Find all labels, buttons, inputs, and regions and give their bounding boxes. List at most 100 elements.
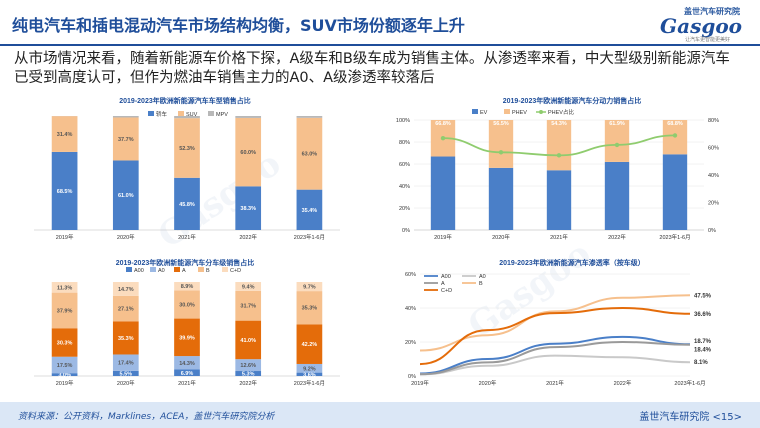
chart-title: 2019-2023年欧洲新能源汽车渗透率（按车级） — [499, 258, 644, 267]
legend-label: A0 — [158, 268, 165, 274]
bar-segment — [51, 151, 78, 230]
data-label: 56.5% — [493, 121, 509, 127]
end-label: 18.4% — [694, 348, 712, 354]
legend-label: C+D — [230, 268, 241, 274]
legend-label: B — [479, 281, 483, 287]
org-name: 盖世汽车研究院 — [639, 412, 710, 423]
legend-swatch — [174, 267, 180, 272]
x-tick-label: 2022年 — [239, 379, 257, 387]
footer-org: 盖世汽车研究院 <15> — [639, 408, 742, 423]
chart-body-type-share: 2019-2023年欧洲新能源汽车车型销售占比 轿车 SUV MPV 68.5% 31.4… — [20, 94, 350, 244]
data-label: 14.3% — [179, 361, 195, 367]
data-label: 39.9% — [179, 335, 195, 341]
legend-label: A00 — [441, 274, 451, 280]
series-line — [419, 335, 691, 375]
series-line — [419, 340, 691, 376]
line-point — [672, 133, 678, 138]
data-label: 60.0% — [240, 150, 256, 156]
y-tick-label: 20% — [405, 340, 416, 346]
bar-segment — [112, 116, 139, 118]
intro-text: 从市场情况来看，随着新能源车价格下探，A级车和B级车成为销售主体。从渗透率来看，… — [14, 51, 730, 86]
data-label: 9.7% — [303, 285, 316, 291]
y-tick-label: 0% — [408, 374, 416, 380]
page-title: 纯电汽车和插电混动汽车市场结构均衡，SUV市场份额逐年上升 — [12, 16, 465, 35]
bar-segment — [112, 282, 139, 296]
end-label: 8.1% — [694, 360, 708, 366]
legend-label: 轿车 — [156, 110, 168, 118]
bar-segment — [235, 371, 262, 376]
series-line — [419, 354, 691, 376]
logo-tag: 让汽车更智能更美好 — [684, 37, 730, 43]
line-point — [556, 153, 562, 158]
x-tick-label: 2022年 — [614, 379, 632, 387]
bar-segment — [604, 161, 630, 230]
header-divider — [0, 44, 760, 46]
bar-segment — [235, 320, 262, 360]
x-tick-label: 2020年 — [117, 233, 135, 241]
x-tick-label: 2019年 — [56, 233, 74, 241]
bar-segment — [112, 321, 139, 355]
bar-segment — [51, 328, 78, 357]
y-tick-label: 100% — [396, 118, 410, 124]
legend-swatch — [148, 111, 154, 116]
data-label: 17.4% — [118, 361, 134, 367]
chart-svg: 2019-2023年欧洲新能源汽车渗透率（按车级） 0% 20% 40% 60% 2019… — [405, 258, 712, 387]
legend-label: A — [182, 268, 186, 274]
bar-segment — [112, 117, 139, 161]
logo-en: Gasgoo — [660, 14, 742, 38]
legend-label: B — [206, 268, 210, 274]
y2-tick-label: 20% — [708, 201, 719, 207]
chart-powertrain-share: 2019-2023年欧洲新能源汽车分动力销售占比 EV PHEV PHEV占比 0% 20… — [392, 94, 752, 244]
bar-segment — [174, 369, 200, 376]
y2-tick-label: 0% — [708, 228, 716, 234]
chart-segment-share: 2019-2023年欧洲新能源汽车分车级销售占比 A00 A0 A B C+D 3.0% 17… — [20, 256, 350, 390]
y2-tick-label: 80% — [708, 118, 719, 124]
bar-segment — [174, 290, 200, 319]
data-label: 9.2% — [303, 366, 316, 372]
bar-segment — [112, 160, 139, 230]
data-label: 3.0% — [58, 373, 71, 379]
data-label: 45.8% — [179, 202, 195, 208]
x-tick-label: 2022年 — [608, 233, 626, 241]
bar-segment — [51, 292, 78, 329]
legend-label: PHEV占比 — [548, 108, 574, 116]
legend-swatch — [222, 267, 228, 272]
bar-segment — [112, 370, 139, 376]
bar-segment — [235, 116, 262, 118]
legend-swatch — [178, 111, 184, 116]
x-tick-label: 2020年 — [492, 233, 510, 241]
x-tick-label: 2021年 — [550, 233, 568, 241]
bar-segment — [662, 154, 688, 230]
legend-label: SUV — [186, 112, 198, 118]
data-label: 31.7% — [240, 304, 256, 310]
data-label: 5.5% — [120, 371, 133, 377]
legend-swatch — [208, 111, 214, 116]
chart-title: 2019-2023年欧洲新能源汽车分车级销售占比 — [116, 258, 254, 267]
data-label: 8.9% — [181, 284, 194, 290]
x-tick-label: 2019年 — [411, 379, 429, 387]
bar-segment — [296, 372, 323, 376]
chart-title: 2019-2023年欧洲新能源汽车车型销售占比 — [119, 96, 250, 105]
data-label: 3.6% — [303, 372, 316, 378]
header: 纯电汽车和插电混动汽车市场结构均衡，SUV市场份额逐年上升 盖世汽车研究院 Ga… — [0, 0, 760, 44]
bar-segment — [296, 291, 323, 325]
x-tick-label: 2020年 — [117, 379, 135, 387]
bar-segment — [296, 282, 323, 292]
data-label: 12.6% — [240, 363, 256, 369]
bar-segment — [235, 117, 262, 187]
bar-segment — [174, 318, 200, 357]
bar-segment — [174, 118, 200, 178]
data-label: 35.3% — [302, 306, 318, 312]
series-line — [419, 306, 691, 366]
end-label: 47.5% — [694, 293, 712, 299]
bar-segment — [235, 186, 262, 230]
logo-cn: 盖世汽车研究院 — [684, 7, 740, 16]
data-label: 63.0% — [302, 152, 318, 158]
x-tick-label: 2021年 — [178, 233, 196, 241]
legend-swatch — [539, 110, 543, 114]
end-label: 36.6% — [694, 312, 712, 318]
y-tick-label: 20% — [399, 206, 410, 212]
x-tick-label: 2023年1-6月 — [674, 379, 705, 387]
data-label: 31.4% — [57, 132, 73, 138]
